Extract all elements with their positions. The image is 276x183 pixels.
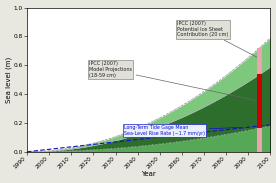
Bar (257, 48, 262, 152)
Text: IPCC (2007)
Potential Ice Sheet
Contribution (20 cm): IPCC (2007) Potential Ice Sheet Contribu… (177, 21, 257, 57)
Text: IPCC (2007)
Model Projections
(18-59 cm): IPCC (2007) Model Projections (18-59 cm) (89, 61, 257, 101)
Y-axis label: Sea level (m): Sea level (m) (6, 57, 12, 103)
Bar (257, 74, 262, 128)
X-axis label: Year: Year (141, 171, 156, 178)
Text: Long-Term Tide Gage Mean
Sea-Level Rise Rate (~1.7 mm/yr): Long-Term Tide Gage Mean Sea-Level Rise … (124, 125, 241, 136)
